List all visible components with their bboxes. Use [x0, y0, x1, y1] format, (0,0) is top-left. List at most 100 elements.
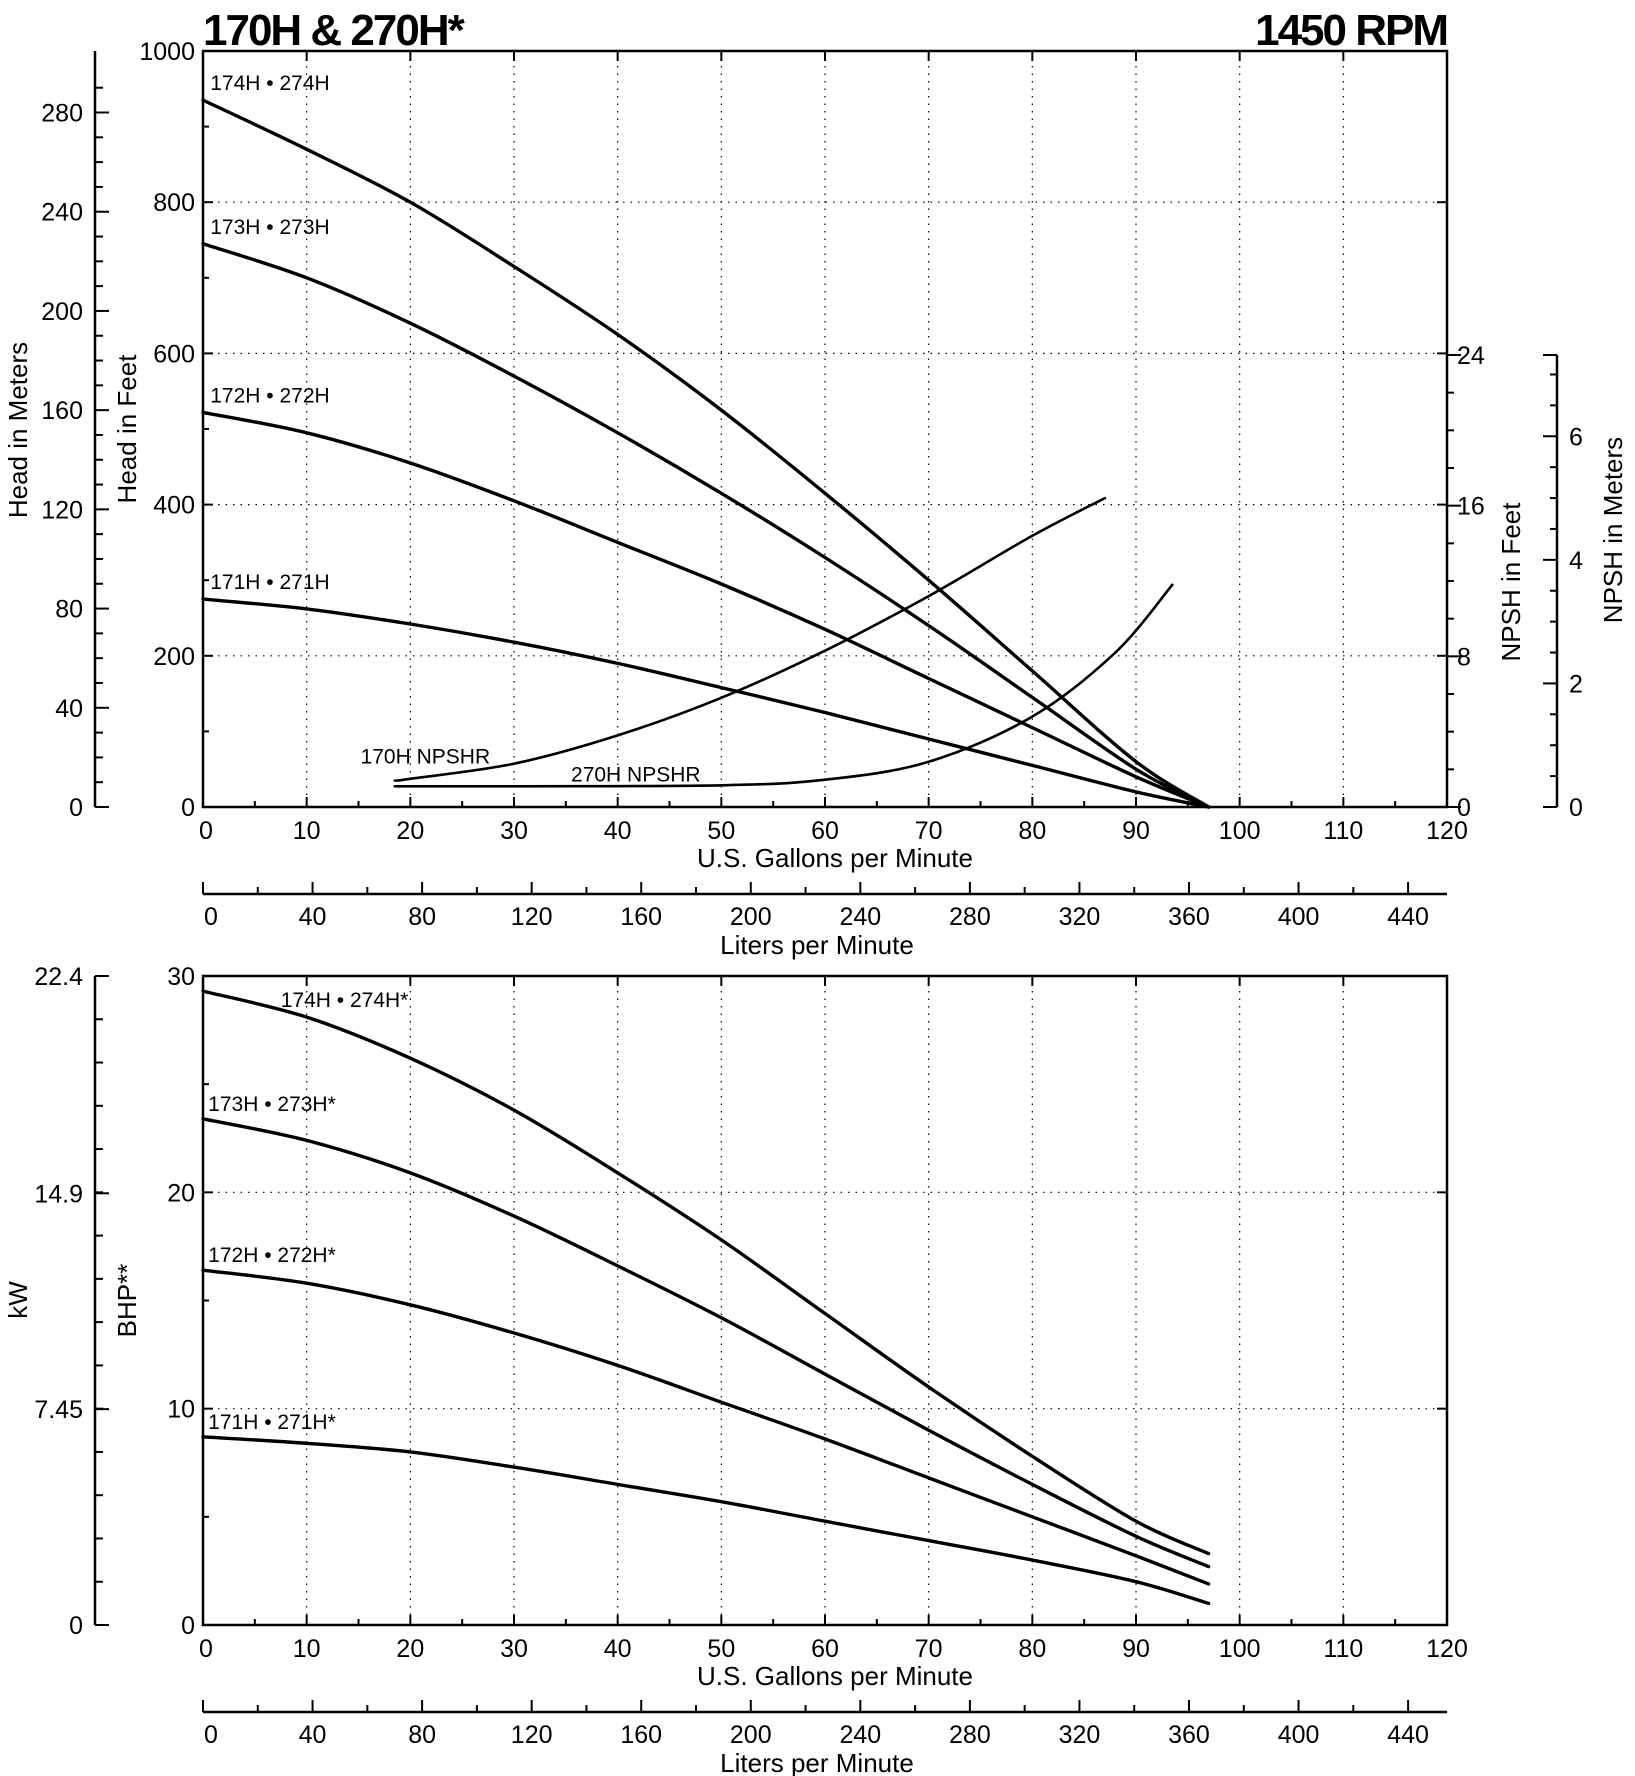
head-x-tick-label: 10	[293, 817, 321, 845]
power-lpm-tick-label: 120	[511, 1721, 553, 1749]
chart-layer: 0 10 20 30 40 50 60 70 80 90 100 110 120020040060080…	[3, 38, 1628, 1776]
head-x-tick-label: 20	[396, 817, 424, 845]
power-x-tick-label: 100	[1219, 1635, 1261, 1663]
power-x-tick-label: 20	[396, 1635, 424, 1663]
power-lpm-axis-label: Liters per Minute	[720, 1748, 914, 1776]
chart-title-left: 170H & 270H*	[203, 6, 466, 55]
power-x-tick-label: 90	[1122, 1635, 1150, 1663]
head-lpm-tick-label: 80	[408, 903, 436, 931]
power-lpm-tick-label: 40	[299, 1721, 327, 1749]
npshr-curve	[393, 583, 1174, 788]
power-x-tick-label: 80	[1018, 1635, 1046, 1663]
power-lpm-tick-label: 360	[1168, 1721, 1210, 1749]
head-meters-tick-label: 200	[41, 298, 83, 326]
head-meters-tick-label: 280	[41, 100, 83, 128]
head-x-tick-label: 120	[1426, 817, 1468, 845]
head-curve-label: 171H • 271H	[210, 571, 329, 594]
head-x-axis-label: U.S. Gallons per Minute	[697, 843, 973, 873]
npshr-curve	[393, 496, 1107, 782]
head-y-tick-label: 800	[153, 189, 195, 217]
power-x-tick-label: 0	[199, 1635, 213, 1663]
npsh-feet-axis-label: NPSH in Feet	[1496, 502, 1526, 662]
head-lpm-tick-label: 440	[1387, 903, 1429, 931]
head-meters-tick-label: 120	[41, 496, 83, 524]
head-lpm-tick-label: 160	[620, 903, 662, 931]
power-kw-tick-label: 7.45	[34, 1396, 83, 1424]
chart-title-right: 1450 RPM	[1255, 6, 1447, 55]
head-y-tick-label: 0	[181, 794, 195, 822]
power-x-tick-label: 110	[1323, 1635, 1363, 1663]
head-y-tick-label: 200	[153, 643, 195, 671]
head-meters-tick-label: 40	[55, 695, 83, 723]
head-lpm-tick-label: 280	[949, 903, 991, 931]
power-x-tick-label: 120	[1426, 1635, 1468, 1663]
power-y-tick-label: 20	[167, 1179, 195, 1207]
power-kw-tick-label: 14.9	[34, 1180, 83, 1208]
head-curve-label: 174H • 274H	[210, 72, 329, 95]
npsh-meters-tick-label: 6	[1569, 423, 1583, 451]
head-lpm-axis-label: Liters per Minute	[720, 930, 914, 960]
head-meters-tick-label: 160	[41, 397, 83, 425]
power-kw-axis-label: kW	[3, 1281, 33, 1319]
power-curve	[201, 1117, 1211, 1569]
head-lpm-tick-label: 0	[204, 903, 218, 931]
head-curve	[201, 98, 1211, 809]
power-x-tick-label: 70	[915, 1635, 943, 1663]
npsh-meters-tick-label: 4	[1569, 547, 1583, 575]
head-x-tick-label: 110	[1323, 817, 1363, 845]
head-x-tick-label: 50	[707, 817, 735, 845]
power-curve-label: 173H • 273H*	[208, 1093, 336, 1116]
head-curve	[201, 410, 1211, 809]
power-y-tick-label: 10	[167, 1396, 195, 1424]
head-x-tick-label: 60	[811, 817, 839, 845]
head-curve	[201, 597, 1211, 809]
npsh-meters-tick-label: 0	[1569, 794, 1583, 822]
power-lpm-tick-label: 320	[1059, 1721, 1101, 1749]
power-curve	[201, 1268, 1211, 1586]
power-x-tick-label: 10	[293, 1635, 321, 1663]
head-lpm-tick-label: 240	[839, 903, 881, 931]
power-y-axis-label: BHP**	[112, 1264, 142, 1338]
power-lpm-tick-label: 240	[839, 1721, 881, 1749]
head-y-tick-label: 600	[153, 340, 195, 368]
power-lpm-tick-label: 440	[1387, 1721, 1429, 1749]
head-lpm-tick-label: 360	[1168, 903, 1210, 931]
power-kw-tick-label: 22.4	[34, 963, 83, 991]
npsh-meters-axis-label: NPSH in Meters	[1598, 437, 1628, 623]
head-x-tick-label: 100	[1219, 817, 1261, 845]
head-x-tick-label: 0	[199, 817, 213, 845]
head-curve	[201, 242, 1211, 809]
power-curve	[201, 1435, 1211, 1606]
power-curve	[201, 989, 1211, 1556]
power-curve-label: 172H • 272H*	[208, 1244, 336, 1267]
head-lpm-tick-label: 400	[1278, 903, 1320, 931]
power-y-tick-label: 30	[167, 963, 195, 991]
power-kw-tick-label: 0	[69, 1612, 83, 1640]
npshr-curve-label: 270H NPSHR	[571, 763, 701, 786]
npshr-curve-label: 170H NPSHR	[361, 746, 491, 769]
head-lpm-tick-label: 40	[299, 903, 327, 931]
head-meters-tick-label: 0	[69, 794, 83, 822]
head-x-tick-label: 40	[604, 817, 632, 845]
head-x-tick-label: 80	[1018, 817, 1046, 845]
head-curve-label: 173H • 273H	[210, 216, 329, 239]
npsh-meters-tick-label: 2	[1569, 670, 1583, 698]
head-curve-label: 172H • 272H	[210, 384, 329, 407]
power-x-tick-label: 50	[707, 1635, 735, 1663]
head-x-tick-label: 70	[915, 817, 943, 845]
head-meters-tick-label: 80	[55, 596, 83, 624]
head-x-tick-label: 90	[1122, 817, 1150, 845]
head-x-tick-label: 30	[500, 817, 528, 845]
power-curve-label: 171H • 271H*	[208, 1411, 336, 1434]
power-lpm-tick-label: 280	[949, 1721, 991, 1749]
head-meters-tick-label: 240	[41, 199, 83, 227]
head-y-tick-label: 400	[153, 492, 195, 520]
power-x-tick-label: 40	[604, 1635, 632, 1663]
head-meters-axis-label: Head in Meters	[3, 342, 33, 518]
power-lpm-tick-label: 400	[1278, 1721, 1320, 1749]
head-y-tick-label: 1000	[139, 38, 195, 66]
head-lpm-tick-label: 120	[511, 903, 553, 931]
head-lpm-tick-label: 200	[730, 903, 772, 931]
power-x-axis-label: U.S. Gallons per Minute	[697, 1661, 973, 1691]
npsh-feet-tick-label: 8	[1457, 643, 1471, 671]
